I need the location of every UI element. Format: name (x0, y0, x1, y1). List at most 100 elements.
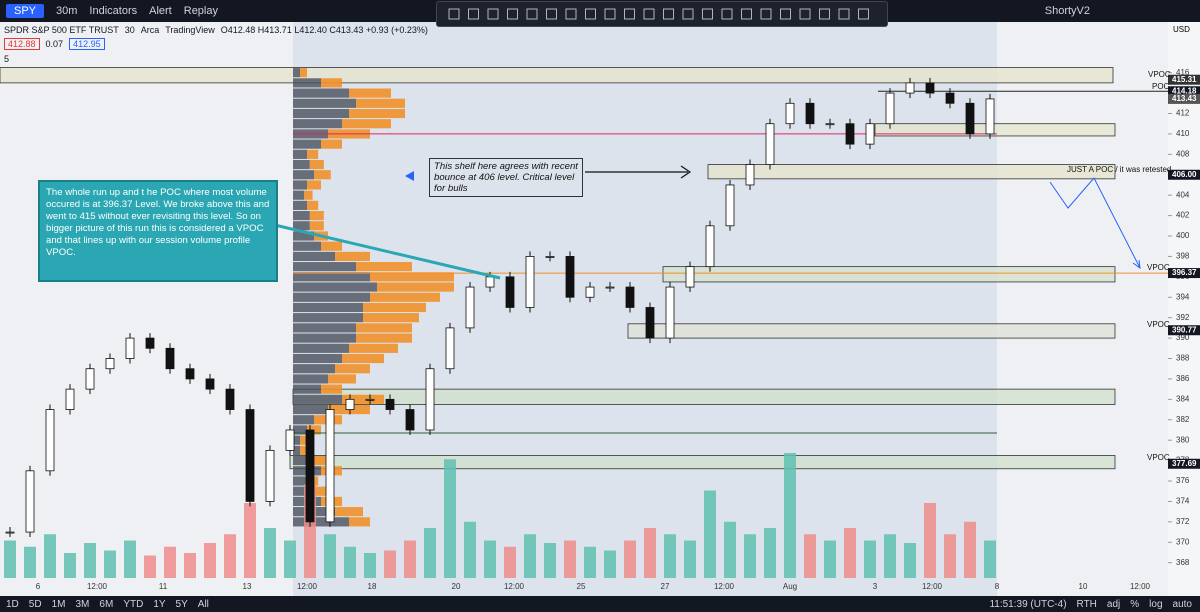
tool-icon[interactable] (780, 8, 791, 20)
profile-up (309, 221, 324, 231)
tool-icon[interactable] (663, 8, 674, 20)
profile-up (307, 200, 319, 210)
candle-body (605, 286, 615, 289)
profile-up (356, 98, 405, 108)
y-tick-label: 368 (1176, 558, 1190, 567)
x-tick-label: 12:00 (922, 582, 943, 591)
tool-icon[interactable] (487, 8, 499, 20)
profile-down (293, 98, 356, 108)
price-label: 390.77 (1172, 325, 1197, 334)
tool-icon[interactable] (624, 8, 635, 20)
tool-icon[interactable] (702, 8, 713, 20)
volume-bar (484, 540, 496, 578)
tool-icon[interactable] (565, 8, 577, 20)
candle-body (525, 256, 535, 308)
interval[interactable]: 30m (56, 5, 78, 17)
layout-name[interactable]: ShortyV2 (1044, 5, 1090, 17)
tool-icon[interactable] (682, 8, 694, 20)
range-button[interactable]: 5D (28, 598, 42, 610)
session-toggle[interactable]: RTH (1076, 598, 1097, 610)
x-tick-label: 8 (995, 582, 1000, 591)
candle-body (245, 409, 255, 502)
y-tick-label: 386 (1176, 374, 1190, 383)
tool-icon[interactable] (858, 8, 869, 20)
candle-body (565, 256, 575, 298)
profile-down (293, 292, 370, 302)
x-tick-label: 3 (873, 582, 878, 591)
tool-icon[interactable] (468, 8, 479, 20)
tool-icon[interactable] (448, 8, 460, 20)
ask[interactable]: 412.95 (69, 38, 105, 50)
auto-toggle[interactable]: auto (1172, 598, 1192, 610)
alert[interactable]: Alert (149, 5, 172, 17)
tool-icon[interactable] (507, 8, 518, 20)
candle-body (165, 347, 175, 370)
volume-bar (944, 534, 956, 578)
range-button[interactable]: 5Y (175, 598, 188, 610)
tool-icon[interactable] (741, 8, 752, 20)
candle-body (505, 276, 515, 308)
tool-icon[interactable] (643, 8, 655, 20)
indicators[interactable]: Indicators (89, 5, 138, 17)
adj-toggle[interactable]: adj (1106, 598, 1121, 610)
tool-icon[interactable] (799, 8, 811, 20)
tool-icon[interactable] (760, 8, 772, 20)
profile-up (321, 78, 342, 88)
volume-bar (24, 546, 36, 578)
volume-bar (204, 543, 216, 578)
symbol[interactable]: SPY (6, 4, 45, 18)
percent-toggle[interactable]: % (1130, 598, 1140, 610)
tool-icon[interactable] (838, 8, 850, 20)
volume-bar (924, 503, 936, 578)
volume-bar (324, 534, 336, 578)
x-tick-label: 6 (36, 582, 41, 591)
indicator-count[interactable]: 5 (4, 54, 10, 64)
range-button[interactable]: 1M (51, 598, 66, 610)
forecast-head (1132, 259, 1141, 270)
tool-icon[interactable] (585, 8, 596, 20)
candle (505, 271, 515, 313)
profile-down (293, 68, 300, 78)
range-button[interactable]: YTD (123, 598, 144, 610)
currency: USD (1173, 25, 1190, 34)
range-button[interactable]: 1D (6, 598, 19, 610)
profile-down (293, 394, 342, 404)
price-label: 406.00 (1172, 170, 1197, 179)
level-note: VPOC (1147, 320, 1170, 329)
y-tick-label: 370 (1176, 537, 1190, 546)
tool-icon[interactable] (546, 8, 557, 20)
replay[interactable]: Replay (183, 5, 218, 17)
candle (825, 118, 835, 129)
tool-icon[interactable] (526, 8, 538, 20)
volume-bar (444, 459, 456, 578)
zone (662, 266, 1116, 283)
price-axis-bg (1168, 22, 1200, 596)
profile-up (356, 323, 412, 333)
log-toggle[interactable]: log (1149, 598, 1163, 610)
price-label-bg (1168, 325, 1200, 336)
bid[interactable]: 412.88 (4, 38, 40, 50)
range-button[interactable]: All (197, 598, 209, 610)
range-button[interactable]: 1Y (153, 598, 166, 610)
range-button[interactable]: 3M (75, 598, 90, 610)
price-label: 396.37 (1172, 268, 1197, 277)
profile-up (349, 108, 405, 119)
tool-icon[interactable] (819, 8, 830, 20)
x-tick-label: 12:00 (1130, 582, 1151, 591)
tool-icon[interactable] (721, 8, 733, 20)
volume-bar (124, 540, 136, 578)
profile-up (370, 272, 454, 282)
price-label-bg (1168, 86, 1200, 97)
profile-up (309, 210, 324, 221)
clock[interactable]: 11:51:39 (UTC-4) (989, 598, 1067, 610)
x-tick-label: Aug (783, 582, 797, 591)
candle-body (905, 82, 915, 94)
range-button[interactable]: 6M (99, 598, 114, 610)
candle (965, 98, 975, 139)
zone (292, 388, 1116, 405)
x-tick-label: 12:00 (297, 582, 318, 591)
profile-up (335, 251, 370, 262)
profile-down (293, 313, 363, 323)
volume-bar (84, 543, 96, 578)
tool-icon[interactable] (604, 8, 616, 20)
